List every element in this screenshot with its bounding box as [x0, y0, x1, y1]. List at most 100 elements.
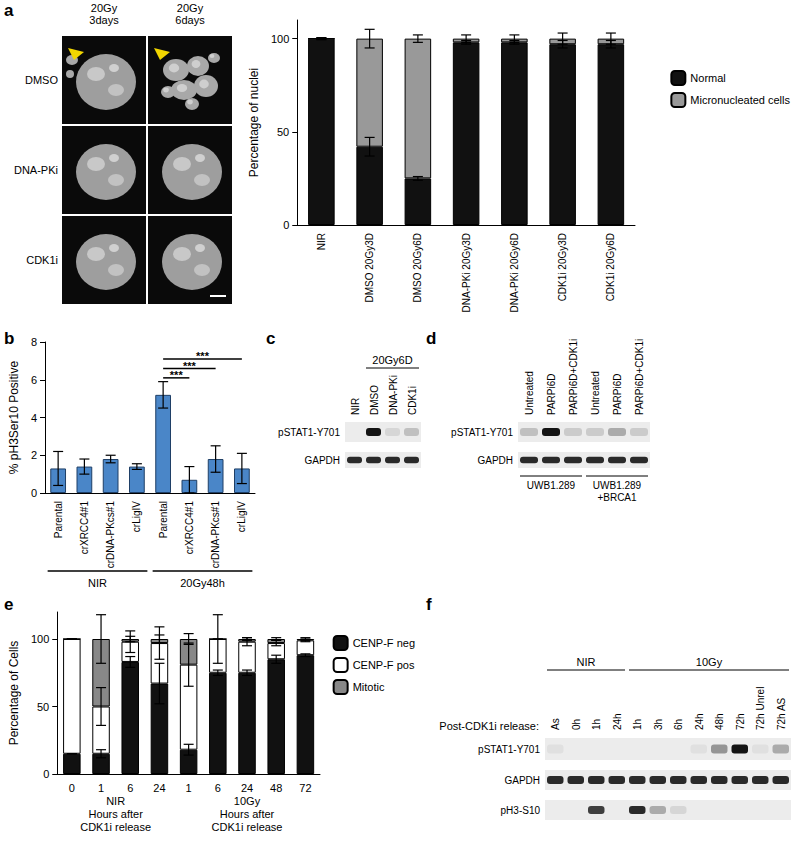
svg-text:UWB1.289+BRCA1: UWB1.289+BRCA1	[593, 480, 642, 503]
svg-text:24: 24	[241, 782, 253, 794]
svg-text:6: 6	[127, 782, 133, 794]
svg-text:DMSO: DMSO	[369, 385, 380, 415]
svg-text:DMSO: DMSO	[25, 74, 58, 86]
svg-text:6h: 6h	[673, 719, 684, 730]
svg-text:NIR: NIR	[88, 577, 107, 589]
svg-text:crLigIV: crLigIV	[236, 501, 247, 532]
svg-text:24h: 24h	[612, 713, 623, 730]
svg-text:6: 6	[31, 374, 37, 386]
svg-text:d: d	[426, 329, 436, 348]
svg-text:72h Unrel: 72h Unrel	[755, 687, 766, 730]
svg-text:CDK1i: CDK1i	[407, 386, 418, 415]
svg-text:100: 100	[271, 33, 289, 45]
svg-text:20Gy6days: 20Gy6days	[175, 2, 205, 26]
svg-text:CDK1i: CDK1i	[26, 254, 58, 266]
svg-text:Micronucleated cells: Micronucleated cells	[690, 94, 790, 106]
svg-text:10Gy: 10Gy	[696, 656, 723, 668]
svg-text:DNA-PKi 20Gy6D: DNA-PKi 20Gy6D	[509, 233, 520, 312]
svg-text:pH3-S10: pH3-S10	[501, 805, 541, 816]
svg-text:f: f	[426, 595, 432, 614]
svg-text:48: 48	[270, 782, 282, 794]
svg-text:CDK1i release: CDK1i release	[80, 821, 151, 833]
svg-text:Normal: Normal	[690, 72, 725, 84]
svg-text:crDNA-PKcs#1: crDNA-PKcs#1	[210, 501, 221, 569]
svg-text:0: 0	[43, 768, 49, 780]
svg-text:% pH3Ser10 Positive: % pH3Ser10 Positive	[7, 360, 21, 474]
svg-text:24h: 24h	[694, 713, 705, 730]
svg-text:pSTAT1-Y701: pSTAT1-Y701	[278, 427, 340, 438]
svg-text:72: 72	[299, 782, 311, 794]
svg-text:1: 1	[98, 782, 104, 794]
svg-text:50: 50	[277, 126, 289, 138]
svg-text:Hours after: Hours after	[88, 808, 143, 820]
svg-text:Parental: Parental	[53, 501, 64, 538]
svg-text:pSTAT1-Y701: pSTAT1-Y701	[478, 744, 540, 755]
svg-text:Percentage of Cells: Percentage of Cells	[7, 641, 21, 746]
svg-text:1: 1	[186, 782, 192, 794]
svg-text:NIR: NIR	[350, 398, 361, 415]
svg-text:4: 4	[31, 412, 37, 424]
svg-text:CENP-F neg: CENP-F neg	[353, 637, 415, 649]
svg-text:CENP-F pos: CENP-F pos	[353, 659, 415, 671]
svg-text:Parental: Parental	[158, 501, 169, 538]
svg-text:NIR: NIR	[106, 795, 125, 807]
svg-text:c: c	[266, 329, 275, 348]
svg-text:NIR: NIR	[316, 233, 327, 250]
svg-text:As: As	[550, 718, 561, 730]
svg-text:UWB1.289: UWB1.289	[527, 480, 576, 491]
svg-text:Percentage of nuclei: Percentage of nuclei	[247, 68, 261, 177]
svg-text:50: 50	[37, 701, 49, 713]
svg-text:crLigIV: crLigIV	[131, 501, 142, 532]
svg-text:***: ***	[170, 369, 184, 381]
svg-text:Post-CDK1i release:: Post-CDK1i release:	[439, 720, 539, 732]
svg-text:crXRCC4#1: crXRCC4#1	[184, 501, 195, 555]
svg-text:DMSO 20Gy6D: DMSO 20Gy6D	[412, 233, 423, 302]
svg-text:72h AS: 72h AS	[776, 697, 787, 730]
svg-text:DNA-PKi 20Gy3D: DNA-PKi 20Gy3D	[461, 233, 472, 312]
svg-text:PARPi6D+CDK1i: PARPi6D+CDK1i	[634, 339, 645, 415]
svg-text:PARPi6D: PARPi6D	[546, 374, 557, 416]
svg-text:CDK1i 20Gy6D: CDK1i 20Gy6D	[605, 233, 616, 301]
svg-text:NIR: NIR	[577, 656, 596, 668]
svg-text:crDNA-PKcs#1: crDNA-PKcs#1	[105, 501, 116, 569]
svg-text:1h: 1h	[591, 719, 602, 730]
svg-text:6: 6	[215, 782, 221, 794]
svg-text:GAPDH: GAPDH	[477, 455, 513, 466]
svg-text:8: 8	[31, 336, 37, 348]
svg-text:Untreated: Untreated	[590, 371, 601, 415]
svg-text:e: e	[4, 595, 13, 614]
svg-text:pSTAT1-Y701: pSTAT1-Y701	[451, 427, 513, 438]
svg-text:Mitotic: Mitotic	[353, 681, 385, 693]
svg-text:72h: 72h	[735, 713, 746, 730]
svg-text:CDK1i release: CDK1i release	[212, 821, 283, 833]
svg-text:0: 0	[31, 487, 37, 499]
svg-text:24: 24	[153, 782, 165, 794]
svg-text:Untreated: Untreated	[524, 371, 535, 415]
svg-text:20Gy6D: 20Gy6D	[372, 354, 412, 366]
svg-text:a: a	[4, 1, 14, 20]
svg-text:GAPDH: GAPDH	[304, 455, 340, 466]
svg-text:crXRCC4#1: crXRCC4#1	[79, 501, 90, 555]
svg-text:0: 0	[283, 219, 289, 231]
svg-text:DNA-PKi: DNA-PKi	[14, 164, 58, 176]
svg-text:***: ***	[183, 360, 197, 372]
svg-text:b: b	[4, 329, 14, 348]
svg-text:***: ***	[196, 350, 210, 362]
svg-text:1h: 1h	[632, 719, 643, 730]
svg-text:PARPi6D+CDK1i: PARPi6D+CDK1i	[568, 339, 579, 415]
svg-text:2: 2	[31, 449, 37, 461]
svg-text:20Gy3days: 20Gy3days	[89, 2, 119, 26]
svg-text:PARPi6D: PARPi6D	[612, 374, 623, 416]
svg-text:100: 100	[31, 633, 49, 645]
svg-text:3h: 3h	[653, 719, 664, 730]
svg-text:0: 0	[69, 782, 75, 794]
svg-text:DNA-PKi: DNA-PKi	[388, 375, 399, 415]
svg-text:Hours after: Hours after	[220, 808, 275, 820]
svg-text:DMSO 20Gy3D: DMSO 20Gy3D	[364, 233, 375, 302]
svg-text:48h: 48h	[714, 713, 725, 730]
svg-text:0h: 0h	[571, 719, 582, 730]
svg-text:20Gy48h: 20Gy48h	[180, 577, 225, 589]
svg-text:10Gy: 10Gy	[234, 795, 261, 807]
svg-text:CDK1i 20Gy3D: CDK1i 20Gy3D	[557, 233, 568, 301]
svg-text:GAPDH: GAPDH	[504, 775, 540, 786]
